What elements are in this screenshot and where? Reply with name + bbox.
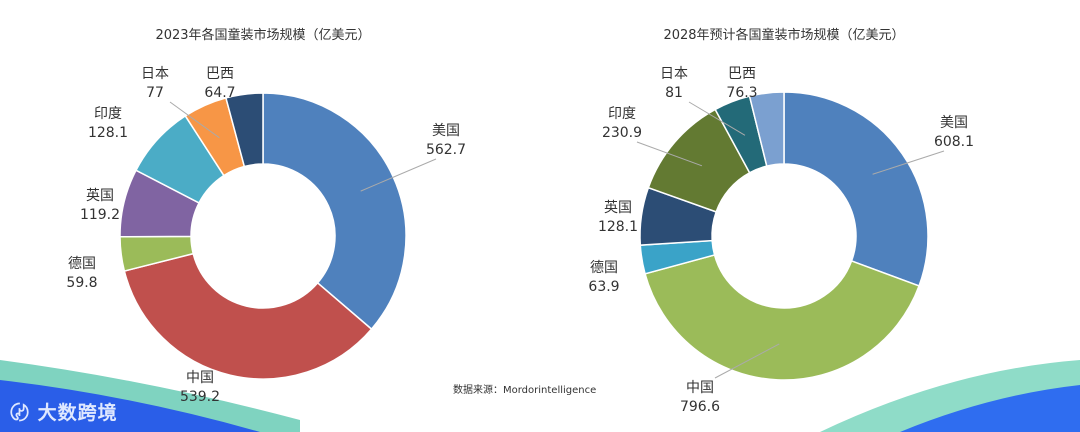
slice-value: 77 [146, 85, 164, 101]
slice-value: 64.7 [204, 85, 235, 101]
donut-slice [783, 91, 929, 287]
slice-label: 中国 [186, 370, 214, 386]
logo-text: 大数跨境 [37, 402, 118, 424]
slice-value: 230.9 [602, 125, 642, 141]
leader-line [872, 150, 945, 175]
slice-value: 81 [665, 85, 683, 101]
slice-value: 539.2 [180, 389, 220, 405]
leader-line [688, 101, 746, 136]
slice-value: 63.9 [588, 279, 619, 295]
slice-label: 印度 [94, 106, 122, 122]
donut-slice [262, 92, 407, 331]
slice-label: 美国 [940, 115, 968, 131]
slice-label: 巴西 [728, 66, 756, 82]
donut-slice [748, 91, 785, 167]
chart-title-2023: 2023年各国童装市场规模（亿美元） [155, 28, 371, 43]
logo: 〄 大数跨境 [10, 402, 118, 424]
slice-value: 119.2 [80, 207, 120, 223]
slice-label: 中国 [686, 380, 714, 396]
slice-value: 796.6 [680, 399, 720, 415]
slice-label: 德国 [68, 256, 96, 272]
slice-label: 日本 [660, 66, 688, 82]
slice-label: 德国 [590, 260, 618, 276]
chart-title-2028: 2028年预计各国童装市场规模（亿美元） [663, 28, 905, 43]
leader-line [360, 158, 437, 192]
slice-value: 128.1 [598, 219, 638, 235]
slice-value: 76.3 [726, 85, 757, 101]
leader-line [636, 141, 703, 167]
donut-slice [644, 253, 921, 381]
slice-value: 608.1 [934, 134, 974, 150]
slice-label: 巴西 [206, 66, 234, 82]
slice-value: 562.7 [426, 142, 466, 158]
donut-slice [123, 252, 373, 380]
slice-label: 美国 [432, 123, 460, 139]
slice-label: 英国 [86, 187, 114, 204]
slice-label: 印度 [608, 106, 636, 122]
slice-value: 128.1 [88, 125, 128, 141]
leader-line [169, 101, 220, 139]
slice-label: 日本 [141, 66, 169, 82]
donut-slice [225, 92, 264, 168]
slice-value: 59.8 [66, 275, 97, 291]
source-note: 数据来源：Mordorintelligence [453, 385, 597, 396]
leader-line [714, 343, 780, 379]
slice-label: 英国 [604, 199, 632, 216]
